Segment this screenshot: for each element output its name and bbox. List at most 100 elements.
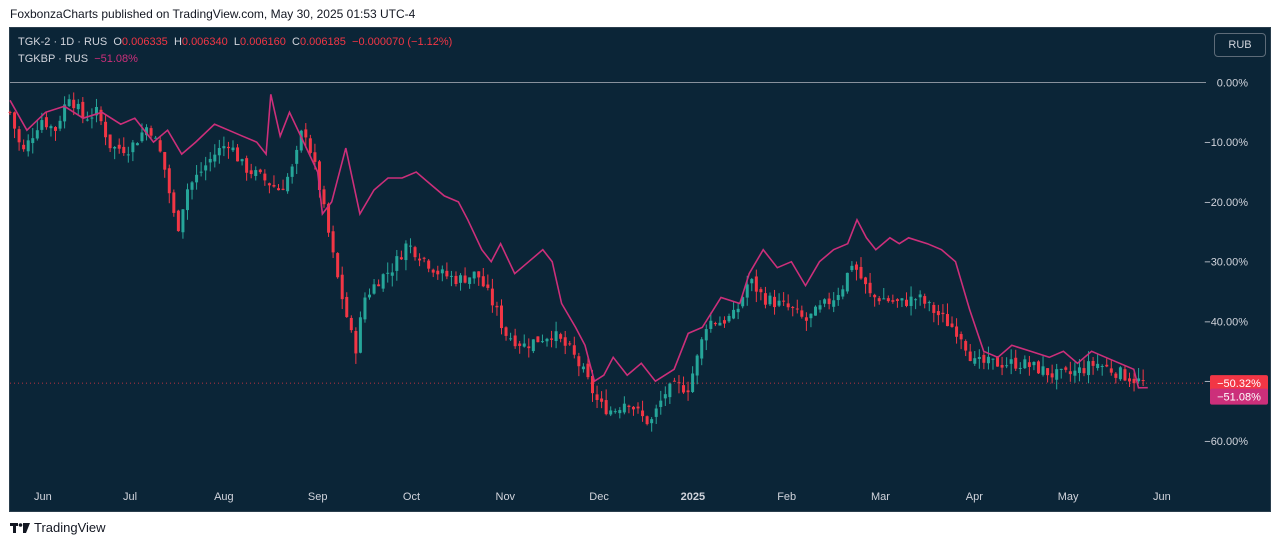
candle-body [1137,378,1141,382]
candle [372,279,376,295]
candle [67,94,71,108]
candle [964,339,968,357]
candle [659,390,663,415]
candle [618,407,622,419]
candle [267,182,271,194]
candle-body [641,410,645,417]
candle [1100,364,1104,376]
candle-body [645,416,649,425]
candle [1118,366,1122,381]
candle-body [909,296,913,307]
candle-body [854,264,858,270]
chart-frame[interactable] [9,27,1271,512]
candle-body [1077,367,1081,373]
candle [499,299,503,335]
candle-body [399,257,403,260]
candle-body [308,138,312,153]
candle-body [522,343,526,347]
candle-body [490,288,494,306]
candle-body [167,168,171,194]
candle-body [1000,364,1004,368]
candle-body [704,329,708,341]
candle [672,377,676,382]
candle-body [377,284,381,287]
candle-body [240,159,244,162]
footer-brand: TradingView [34,520,106,535]
legend-low-key: L [233,36,241,48]
candle-body [481,276,485,287]
candle-body [54,127,58,131]
candle-body [773,296,777,308]
candle [1014,349,1018,371]
candle [727,313,731,323]
candle-body [950,323,954,327]
candle [759,287,763,301]
candle [122,137,126,156]
candle-body [682,385,686,393]
candle-body [44,117,48,128]
candle [495,301,499,316]
candle [440,265,444,282]
candle [126,146,130,163]
candle-body [668,383,672,398]
candle-body [354,331,358,354]
legend-open: 0.006335 [121,36,168,48]
candle [563,330,567,355]
candle [427,258,431,273]
candle [818,300,822,313]
candle-body [795,308,799,310]
candle [854,261,858,281]
candle [932,302,936,323]
candle-body [254,170,258,176]
candle-body [1068,371,1072,375]
candle-body [145,127,149,136]
compare-line [9,94,1148,389]
candle-body [13,112,17,129]
x-tick-label: Sep [308,491,328,503]
compare-line-layer [9,94,1148,389]
candle [636,402,640,414]
candle [1064,365,1068,373]
candle [322,185,326,208]
candle [604,389,608,416]
candle-body [94,106,98,116]
candle [208,152,212,172]
candle [249,163,253,179]
candle [158,135,162,153]
candle [536,336,540,343]
legend-compare: TGKBP · RUS −51.08% [18,53,138,65]
legend-close: 0.006185 [300,36,346,48]
candle [131,139,135,162]
candle-body [135,143,139,146]
candle-body [932,304,936,313]
candle-body [317,161,321,191]
candle-body [622,403,626,413]
candle [99,106,103,126]
candle-body [290,166,294,177]
candle-body [518,343,522,346]
candle [422,256,426,263]
candle [418,253,422,267]
currency-button[interactable]: RUB [1214,33,1266,57]
candle-body [991,358,995,360]
candle-body [336,253,340,278]
candle-body [99,109,103,122]
candle [732,301,736,320]
candle [331,225,335,259]
candle [54,126,58,141]
candle-body [581,366,585,370]
candle-body [222,146,226,149]
candle-body [718,322,722,326]
candle-body [22,144,26,150]
candle [682,376,686,394]
candle [31,128,35,154]
candle [22,139,26,152]
candle-body [477,271,481,278]
candle [1036,360,1040,374]
candle [222,136,226,157]
candle [905,292,909,308]
candle-body [591,375,595,394]
candle [1046,368,1050,383]
candle [90,108,94,129]
